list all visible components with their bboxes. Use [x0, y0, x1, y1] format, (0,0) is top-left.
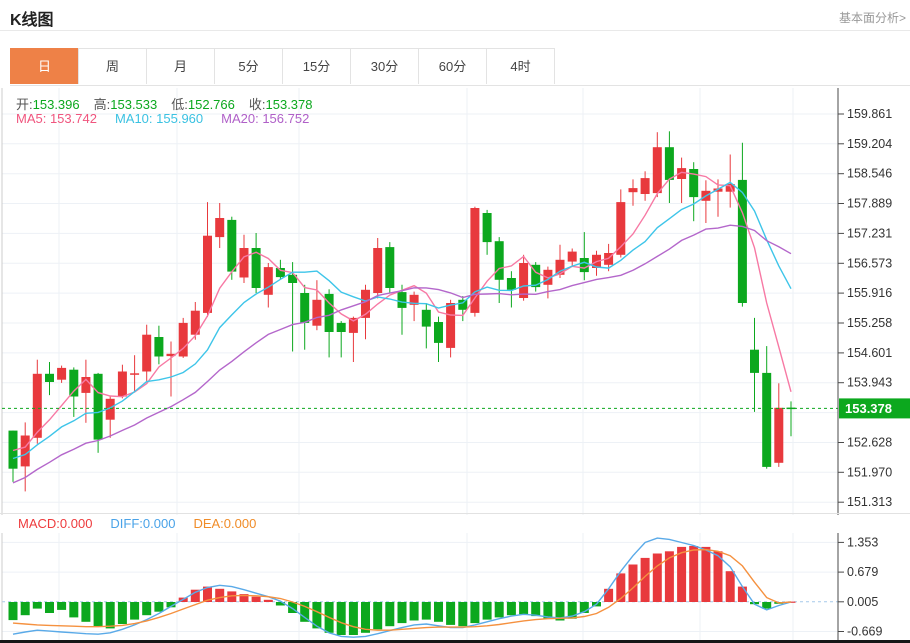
tab-日[interactable]: 日	[10, 48, 79, 84]
high-label: 高:	[93, 97, 111, 112]
page-title: K线图	[10, 12, 54, 29]
svg-text:159.861: 159.861	[847, 107, 892, 121]
svg-text:0.005: 0.005	[847, 595, 878, 609]
macd-chart[interactable]: 1.353 0.679 0.005 -0.669	[0, 533, 910, 643]
candlestick-chart[interactable]: 159.861 159.204 158.546 157.889 157.231 156.5…	[0, 88, 910, 515]
fundamental-analysis-link[interactable]: 基本面分析>	[838, 11, 906, 25]
ma20-legend: MA20: 156.752	[221, 111, 310, 126]
svg-text:153.943: 153.943	[847, 376, 892, 390]
svg-text:157.889: 157.889	[847, 197, 892, 211]
svg-text:1.353: 1.353	[847, 535, 878, 549]
svg-text:158.546: 158.546	[847, 167, 892, 181]
close-value: 153.378	[265, 97, 313, 112]
tab-4时[interactable]: 4时	[486, 48, 555, 84]
svg-text:151.970: 151.970	[847, 465, 892, 479]
svg-text:152.628: 152.628	[847, 436, 892, 450]
dea-value: DEA:0.000	[193, 516, 257, 531]
macd-legend: MACD:0.000 DIFF:0.000 DEA:0.000	[0, 513, 910, 536]
tab-周[interactable]: 周	[78, 48, 147, 84]
macd-value: MACD:0.000	[18, 516, 93, 531]
svg-text:154.601: 154.601	[847, 346, 892, 360]
ohlc-legend: 开:153.396 高:153.533 低:152.766 收:153.378	[16, 94, 327, 113]
low-label: 低:	[171, 97, 188, 112]
svg-text:0.679: 0.679	[847, 565, 878, 579]
svg-text:-0.669: -0.669	[847, 625, 882, 639]
diff-value: DIFF:0.000	[110, 516, 176, 531]
svg-text:153.378: 153.378	[845, 401, 892, 416]
open-label: 开:	[16, 97, 33, 112]
svg-text:156.573: 156.573	[847, 256, 892, 270]
svg-text:151.313: 151.313	[847, 495, 892, 509]
high-value: 153.533	[110, 97, 158, 112]
svg-text:155.916: 155.916	[847, 286, 892, 300]
svg-text:157.231: 157.231	[847, 226, 892, 240]
ma-legend: MA5: 153.742 MA10: 155.960 MA20: 156.752	[16, 111, 327, 126]
open-value: 153.396	[32, 97, 80, 112]
tab-30分[interactable]: 30分	[350, 48, 419, 84]
close-label: 收:	[248, 97, 266, 112]
tab-60分[interactable]: 60分	[418, 48, 487, 84]
svg-text:159.204: 159.204	[847, 137, 892, 151]
tab-月[interactable]: 月	[146, 48, 215, 84]
header-divider	[0, 30, 910, 31]
ma10-legend: MA10: 155.960	[114, 111, 204, 126]
ma5-legend: MA5: 153.742	[16, 111, 97, 126]
tab-5分[interactable]: 5分	[214, 48, 283, 84]
period-tabbar: 日周月 5分 15分 30分 60分 4时	[10, 48, 910, 86]
low-value: 152.766	[187, 97, 235, 112]
tab-15分[interactable]: 15分	[282, 48, 351, 84]
svg-text:155.258: 155.258	[847, 316, 892, 330]
